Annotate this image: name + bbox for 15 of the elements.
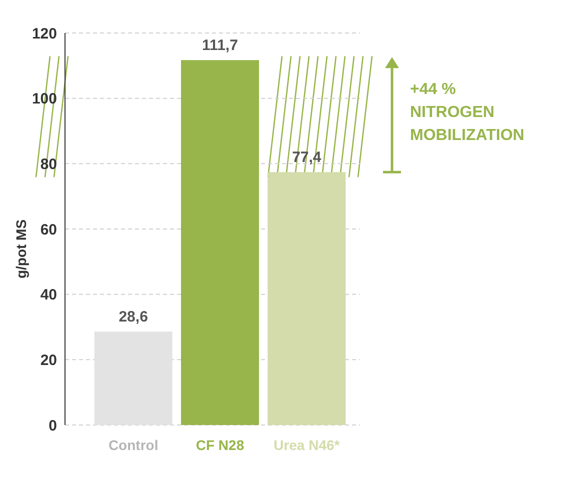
y-tick-label: 120 [32,25,57,42]
y-tick-label: 0 [48,417,57,434]
text: +44 % NITROGEN MOBILIZATION [410,81,524,144]
x-tick-label: Urea N46* [274,437,340,453]
bar [268,172,346,425]
x-tick-label: Control [108,437,158,453]
y-axis-title: g/pot MS [13,219,29,279]
data-label: 28,6 [118,308,148,326]
bar [181,60,259,425]
x-tick-label: CF N28 [196,437,244,453]
y-tick-label: 40 [40,286,57,304]
y-tick-label: 60 [40,221,57,238]
bar [94,332,172,425]
y-tick-label: 20 [40,352,57,369]
data-label: 111,7 [202,37,238,54]
